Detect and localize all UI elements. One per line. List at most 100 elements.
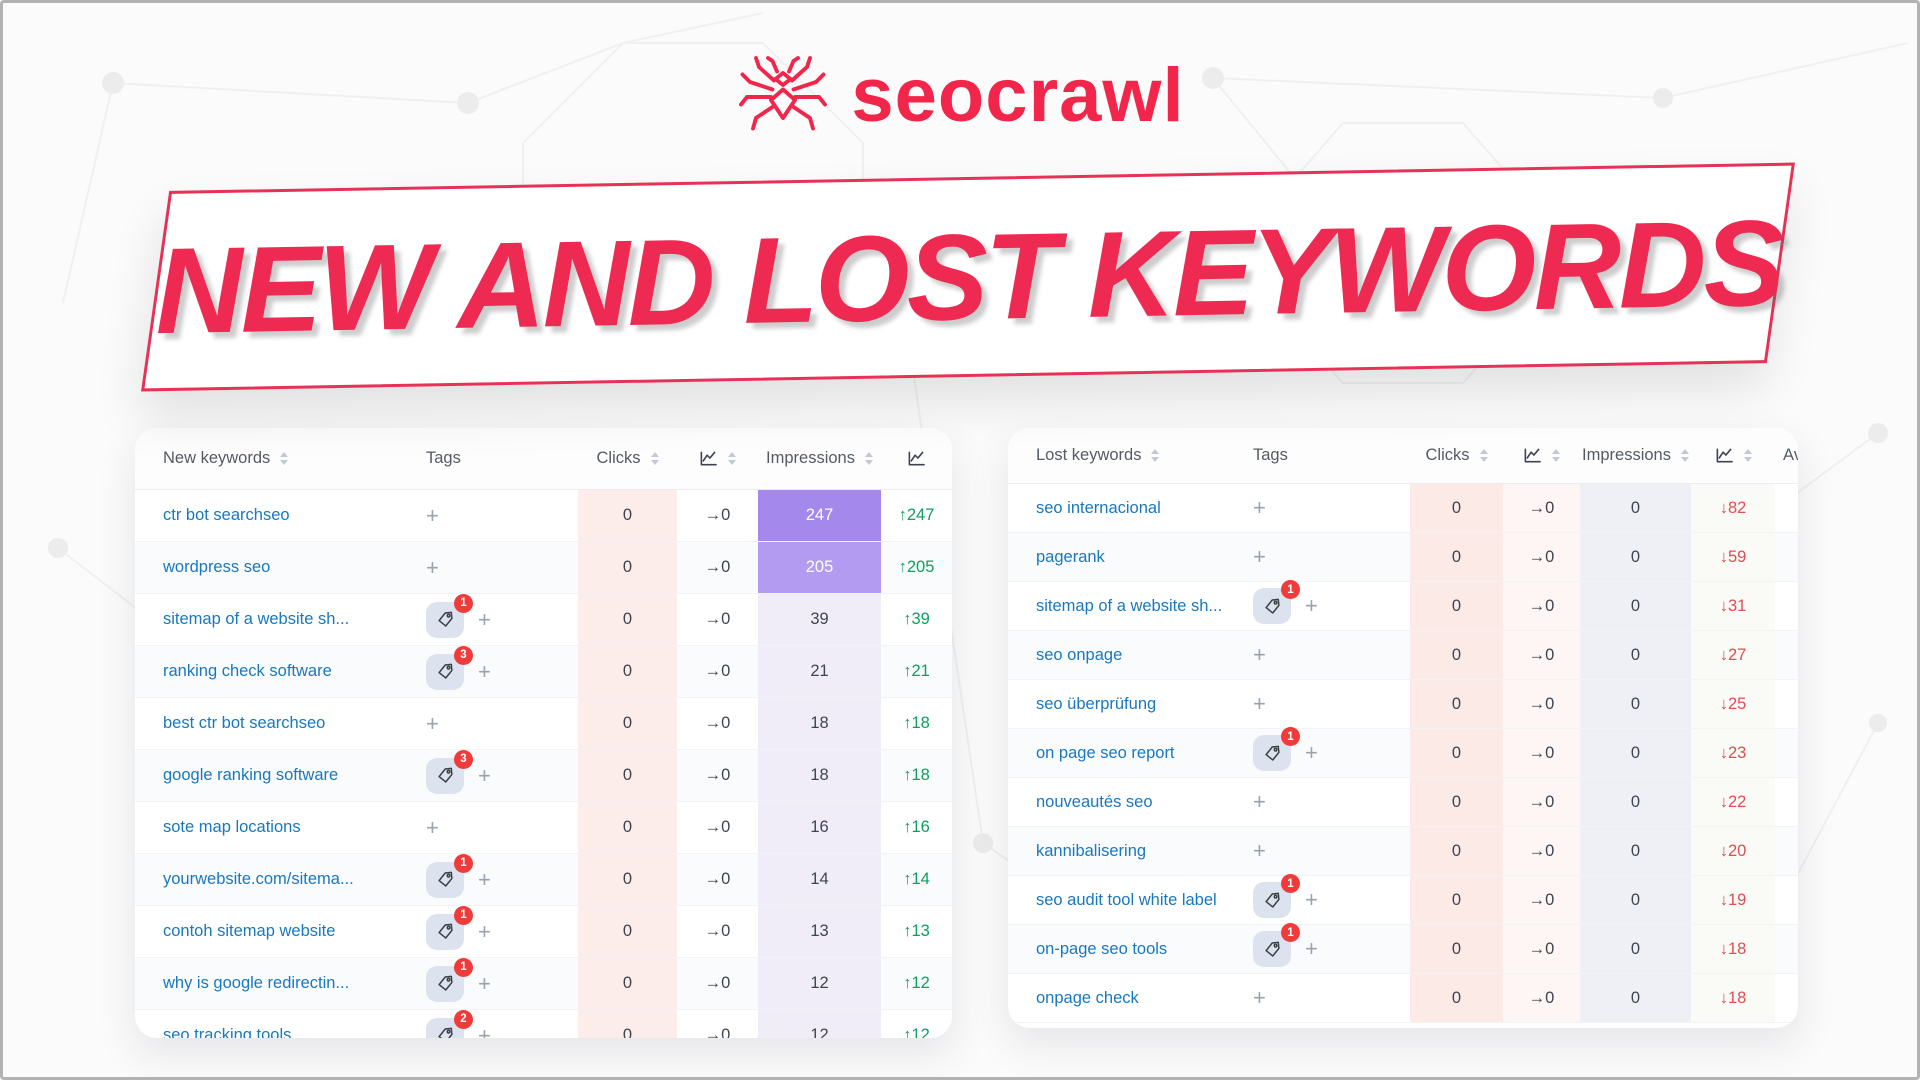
impressions-trend-value: ↓23 [1691, 729, 1775, 777]
add-tag-button[interactable]: + [478, 970, 491, 996]
add-tag-button[interactable]: + [478, 918, 491, 944]
column-header-label: Impressions [1582, 446, 1671, 464]
keyword-link[interactable]: nouveautés seo [1036, 792, 1153, 811]
keyword-link[interactable]: sitemap of a website sh... [163, 610, 350, 628]
table-row: seo tracking tools 2 +0 →0 12 ↑12 [135, 1009, 952, 1038]
page-title: NEW AND LOST KEYWORDS [153, 194, 1783, 360]
tag-chip[interactable]: 1 [1253, 727, 1300, 771]
sort-icon[interactable] [1552, 449, 1560, 462]
impressions-trend-value: ↓22 [1691, 778, 1775, 826]
column-header-trend[interactable] [1691, 446, 1775, 465]
tag-chip[interactable]: 1 [426, 905, 473, 950]
keyword-link[interactable]: contoh sitemap website [163, 922, 336, 940]
column-header-trend[interactable] [1503, 446, 1580, 465]
keyword-link[interactable]: best ctr bot searchseo [163, 714, 326, 732]
keyword-link[interactable]: on page seo report [1036, 743, 1175, 762]
column-header-impressions[interactable]: Impressions [758, 449, 881, 468]
column-header-clicks[interactable]: Clicks [578, 449, 677, 468]
add-tag-button[interactable]: + [478, 1022, 491, 1038]
sort-icon[interactable] [1680, 449, 1689, 462]
add-tag-button[interactable]: + [478, 606, 491, 632]
add-tag-button[interactable]: + [426, 502, 439, 528]
extra-cell [1775, 484, 1798, 532]
table-row: ranking check software 3 +0 →0 21 ↑21 [135, 645, 952, 698]
sort-down-arrow [1552, 457, 1560, 462]
tag-chip[interactable]: 3 [426, 645, 473, 690]
impressions-value: 0 [1580, 974, 1691, 1022]
add-tag-button[interactable]: + [1253, 691, 1266, 716]
keyword-link[interactable]: seo überprüfung [1036, 694, 1157, 713]
keyword-link[interactable]: wordpress seo [163, 558, 271, 576]
keyword-link[interactable]: sote map locations [163, 818, 301, 836]
add-tag-button[interactable]: + [1253, 838, 1266, 863]
column-header-impressions[interactable]: Impressions [1580, 446, 1691, 465]
keyword-link[interactable]: onpage check [1036, 988, 1139, 1007]
add-tag-button[interactable]: + [1253, 789, 1266, 814]
add-tag-button[interactable]: + [1305, 593, 1318, 618]
sort-icon[interactable] [728, 452, 736, 465]
sort-icon[interactable] [280, 452, 289, 465]
add-tag-button[interactable]: + [1253, 642, 1266, 667]
column-header-trend[interactable] [881, 449, 952, 468]
sort-down-arrow [864, 460, 873, 465]
add-tag-button[interactable]: + [478, 866, 491, 892]
tag-chip[interactable]: 3 [426, 749, 473, 794]
keyword-link[interactable]: sitemap of a website sh... [1036, 596, 1223, 615]
keyword-link[interactable]: seo internacional [1036, 498, 1161, 517]
sort-icon[interactable] [650, 452, 659, 465]
add-tag-button[interactable]: + [1253, 495, 1266, 520]
column-header-clicks[interactable]: Clicks [1410, 446, 1503, 465]
keyword-link[interactable]: ranking check software [163, 662, 332, 680]
add-tag-button[interactable]: + [426, 814, 439, 840]
tags-cell: + [418, 490, 578, 541]
add-tag-button[interactable]: + [1305, 887, 1318, 912]
sort-icon[interactable] [1151, 449, 1160, 462]
column-header-trend[interactable] [677, 449, 758, 468]
sort-icon[interactable] [1479, 449, 1488, 462]
keyword-link[interactable]: yourwebsite.com/sitema... [163, 870, 354, 888]
clicks-value: 0 [578, 646, 677, 697]
table-row: onpage check +0 →0 0 ↓18 [1008, 974, 1798, 1023]
tag-count-badge: 1 [454, 957, 473, 977]
sort-icon[interactable] [864, 452, 873, 465]
add-tag-button[interactable]: + [478, 762, 491, 788]
add-tag-button[interactable]: + [1253, 985, 1266, 1010]
tag-chip[interactable]: 1 [1253, 580, 1300, 624]
add-tag-button[interactable]: + [1305, 936, 1318, 961]
keyword-link[interactable]: seo onpage [1036, 645, 1123, 664]
tag-chip[interactable]: 2 [426, 1009, 473, 1038]
tag-chip[interactable]: 1 [1253, 874, 1300, 918]
impressions-trend-value: ↓19 [1691, 876, 1775, 924]
tag-chip[interactable]: 1 [426, 593, 473, 638]
add-tag-button[interactable]: + [426, 710, 439, 736]
column-header-label: Impressions [766, 449, 855, 467]
column-header-tags[interactable]: Tags [418, 449, 578, 468]
add-tag-button[interactable]: + [1253, 544, 1266, 569]
add-tag-button[interactable]: + [478, 658, 491, 684]
column-header-new-keywords[interactable]: New keywords [135, 449, 418, 468]
column-header-tags[interactable]: Tags [1245, 446, 1410, 465]
table-row: wordpress seo +0 →0 205 ↑205 [135, 542, 952, 594]
add-tag-button[interactable]: + [1305, 740, 1318, 765]
keyword-link[interactable]: seo tracking tools [163, 1026, 292, 1038]
table-row: sote map locations +0 →0 16 ↑16 [135, 802, 952, 854]
tag-chip[interactable]: 1 [426, 853, 473, 898]
keyword-link[interactable]: kannibalisering [1036, 841, 1147, 860]
keyword-link[interactable]: on-page seo tools [1036, 939, 1168, 958]
add-tag-button[interactable]: + [426, 554, 439, 580]
sort-icon[interactable] [1743, 449, 1752, 462]
column-header-lost-keywords[interactable]: Lost keywords [1008, 446, 1245, 465]
keyword-link[interactable]: seo audit tool white label [1036, 890, 1217, 909]
keyword-link[interactable]: google ranking software [163, 766, 339, 784]
tag-chip[interactable]: 1 [1253, 923, 1300, 967]
keyword-link[interactable]: pagerank [1036, 547, 1105, 566]
impressions-trend-value: ↓31 [1691, 582, 1775, 630]
keyword-link[interactable]: why is google redirectin... [163, 974, 350, 992]
keyword-link[interactable]: ctr bot searchseo [163, 506, 290, 524]
tags-cell: 1 + [418, 853, 578, 905]
impressions-value: 0 [1580, 729, 1691, 777]
tags-cell: 3 + [418, 645, 578, 697]
column-header-av[interactable]: Av [1775, 446, 1798, 465]
tag-chip[interactable]: 1 [426, 957, 473, 1002]
